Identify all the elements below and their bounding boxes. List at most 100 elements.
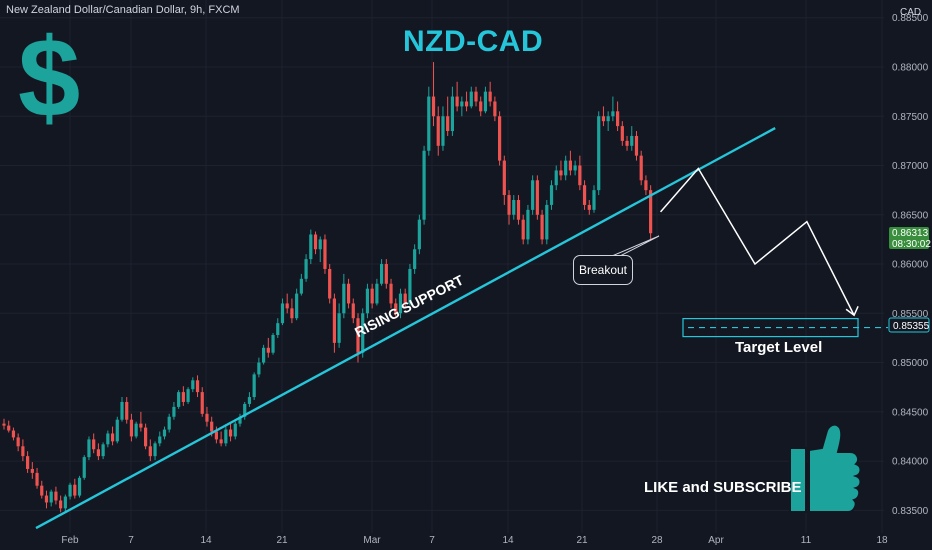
candle-body: [158, 436, 162, 444]
candle-body: [304, 259, 308, 279]
y-tick-label: 0.86500: [892, 210, 929, 221]
candle-body: [540, 214, 544, 240]
candle-body: [365, 288, 370, 314]
candle-body: [464, 101, 469, 107]
candle-body: [44, 495, 49, 503]
candle-body: [441, 116, 445, 146]
candle-body: [611, 111, 615, 117]
x-tick-label: 18: [876, 535, 888, 546]
candle-body: [535, 180, 539, 215]
candle-body: [625, 140, 629, 146]
chart-grid: [0, 0, 884, 533]
y-tick-label: 0.84500: [892, 407, 929, 418]
candle-body: [299, 278, 303, 294]
candle-body: [606, 116, 610, 122]
candle-body: [82, 457, 86, 478]
candle-body: [177, 392, 181, 407]
candle-body: [7, 425, 11, 431]
candle-body: [290, 308, 294, 319]
candle-body: [49, 491, 53, 503]
x-tick-label: Feb: [61, 535, 79, 546]
candle-body: [181, 392, 185, 402]
candle-body: [59, 500, 63, 509]
projection-arrowhead: [845, 305, 859, 317]
candle-body: [54, 491, 58, 501]
candle-body: [16, 437, 20, 447]
candle-body: [516, 199, 521, 220]
candle-body: [413, 249, 417, 269]
candle-body: [262, 347, 266, 363]
candle-body: [455, 96, 459, 107]
candle-body: [313, 234, 318, 250]
candle-body: [186, 389, 190, 402]
candle-body: [578, 165, 582, 186]
candle-body: [507, 195, 511, 215]
candle-body: [493, 101, 497, 117]
candle-body: [630, 135, 634, 146]
candle-body: [271, 334, 275, 353]
candle-body: [125, 401, 129, 420]
price-axis[interactable]: 0.88500 0.88000 0.87500 0.87000 0.86500 0.860…: [892, 13, 929, 517]
candle-body: [356, 318, 360, 353]
x-tick-label: 14: [200, 535, 212, 546]
candle-body: [498, 116, 502, 161]
breakout-label: Breakout: [573, 255, 633, 285]
y-tick-label: 0.85500: [892, 309, 929, 320]
candle-body: [512, 199, 516, 215]
candle-body: [394, 303, 398, 314]
candle-body: [101, 444, 105, 457]
candle-body: [450, 96, 454, 132]
candle-body: [148, 446, 152, 457]
candle-body: [238, 416, 242, 424]
candle-body: [545, 204, 549, 240]
candle-body: [483, 91, 488, 112]
candle-body: [106, 433, 110, 445]
candle-body: [257, 362, 261, 375]
candle-body: [403, 293, 407, 304]
symbol-info: New Zealand Dollar/Canadian Dollar, 9h, …: [6, 4, 240, 16]
candle-body: [549, 185, 554, 205]
candle-body: [2, 423, 6, 426]
thumbs-up-icon: [789, 423, 862, 513]
y-tick-label: 0.88000: [892, 62, 929, 73]
y-tick-label: 0.84000: [892, 457, 929, 468]
candle-body: [601, 116, 606, 122]
chart-title: NZD-CAD: [403, 25, 544, 58]
candle-body: [592, 190, 596, 210]
candle-body: [87, 439, 91, 458]
x-tick-label: 7: [128, 535, 134, 546]
countdown-value: 08:30:02: [892, 239, 931, 250]
candle-body: [446, 116, 450, 132]
candle-body: [21, 446, 25, 457]
candle-body: [375, 283, 379, 304]
x-tick-label: Apr: [708, 535, 724, 546]
candle-body: [380, 264, 384, 284]
currency-unit-label: CAD: [900, 7, 922, 18]
x-tick-label: 21: [576, 535, 588, 546]
candle-body: [582, 185, 587, 205]
candle-body: [342, 283, 346, 314]
candle-body: [200, 392, 204, 414]
candle-body: [431, 96, 436, 117]
candle-body: [474, 91, 478, 102]
candle-body: [526, 209, 530, 240]
candle-body: [422, 150, 426, 220]
candle-body: [219, 439, 223, 444]
candle-body: [110, 433, 115, 442]
candle-body: [280, 303, 285, 324]
candle-body: [361, 313, 365, 353]
y-tick-label: 0.85000: [892, 358, 929, 369]
x-tick-label: 7: [429, 535, 435, 546]
candle-body: [479, 101, 483, 112]
x-tick-label: 14: [502, 535, 514, 546]
like-subscribe-text: LIKE and SUBSCRIBE: [644, 479, 802, 496]
candle-body: [502, 160, 506, 196]
target-price-value: 0.85355: [893, 321, 930, 332]
time-axis[interactable]: Feb 7 14 21 Mar 7 14 21 28 Apr 11 18: [61, 535, 888, 546]
candle-body: [488, 91, 492, 102]
y-tick-label: 0.86000: [892, 260, 929, 271]
candle-body: [139, 423, 143, 428]
candle-body: [427, 96, 431, 151]
candle-body: [224, 429, 228, 444]
